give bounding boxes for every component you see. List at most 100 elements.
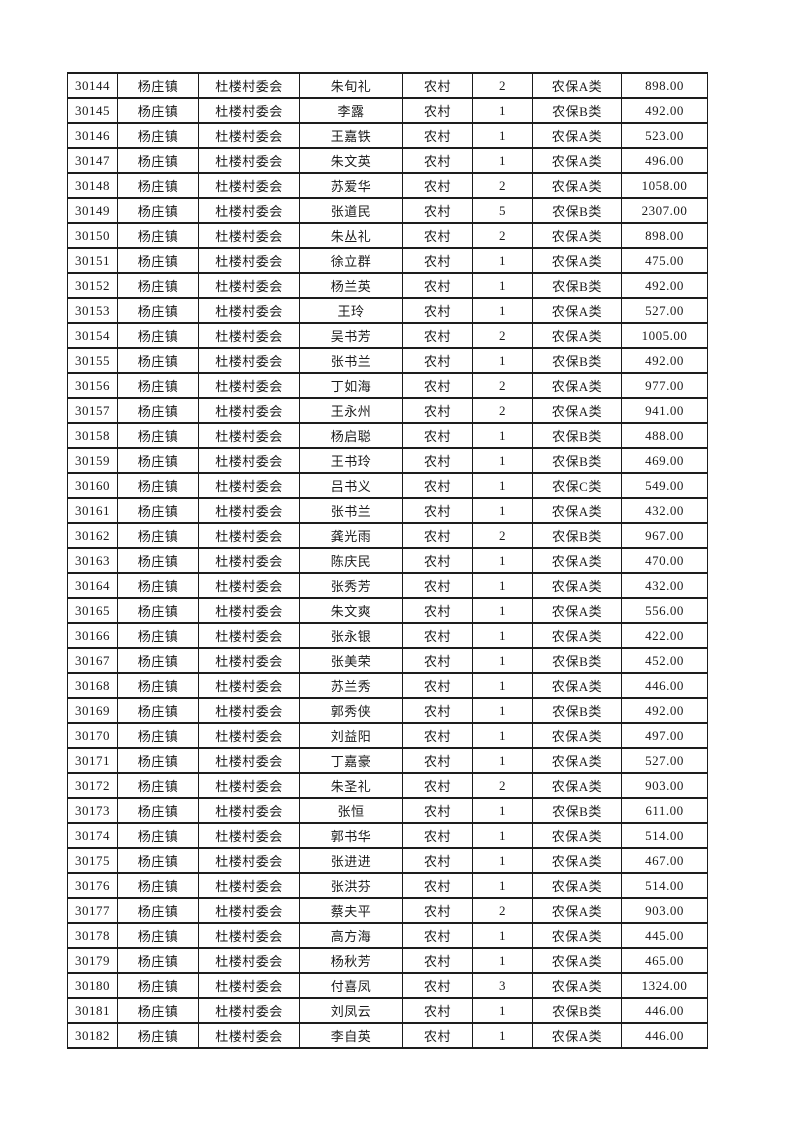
cell-village-committee: 杜楼村委会 <box>198 572 300 599</box>
cell-amount: 514.00 <box>621 822 708 849</box>
cell-insurance-category: 农保A类 <box>532 572 622 599</box>
cell-person-count: 1 <box>472 822 533 849</box>
cell-amount: 497.00 <box>621 722 708 749</box>
cell-serial-number: 30175 <box>67 847 118 874</box>
cell-person-name: 王书玲 <box>299 447 403 474</box>
cell-village-committee: 杜楼村委会 <box>198 472 300 499</box>
cell-person-name: 杨兰英 <box>299 272 403 299</box>
cell-insurance-category: 农保A类 <box>532 122 622 149</box>
table-row: 30158 杨庄镇 杜楼村委会 杨启聪 农村 1 农保B类 488.00 <box>67 422 708 449</box>
cell-town: 杨庄镇 <box>117 472 199 499</box>
cell-serial-number: 30165 <box>67 597 118 624</box>
cell-person-count: 1 <box>472 272 533 299</box>
cell-person-name: 王嘉铁 <box>299 122 403 149</box>
cell-serial-number: 30160 <box>67 472 118 499</box>
cell-person-name: 杨秋芳 <box>299 947 403 974</box>
cell-insurance-category: 农保A类 <box>532 847 622 874</box>
cell-village-committee: 杜楼村委会 <box>198 447 300 474</box>
cell-person-name: 李自英 <box>299 1022 403 1049</box>
cell-residence-type: 农村 <box>402 697 473 724</box>
cell-amount: 446.00 <box>621 672 708 699</box>
cell-person-count: 2 <box>472 772 533 799</box>
table-row: 30157 杨庄镇 杜楼村委会 王永州 农村 2 农保A类 941.00 <box>67 397 708 424</box>
cell-village-committee: 杜楼村委会 <box>198 922 300 949</box>
cell-town: 杨庄镇 <box>117 397 199 424</box>
cell-village-committee: 杜楼村委会 <box>198 497 300 524</box>
cell-village-committee: 杜楼村委会 <box>198 147 300 174</box>
cell-serial-number: 30159 <box>67 447 118 474</box>
cell-person-count: 1 <box>472 922 533 949</box>
cell-serial-number: 30155 <box>67 347 118 374</box>
cell-amount: 556.00 <box>621 597 708 624</box>
cell-town: 杨庄镇 <box>117 147 199 174</box>
payment-roster-table: 30144 杨庄镇 杜楼村委会 朱旬礼 农村 2 农保A类 898.00 30145 杨庄镇 杜楼村… <box>67 72 708 1049</box>
cell-village-committee: 杜楼村委会 <box>198 347 300 374</box>
cell-person-count: 1 <box>472 672 533 699</box>
cell-person-count: 1 <box>472 572 533 599</box>
cell-town: 杨庄镇 <box>117 72 199 99</box>
cell-person-name: 朱文英 <box>299 147 403 174</box>
cell-town: 杨庄镇 <box>117 272 199 299</box>
cell-person-name: 朱丛礼 <box>299 222 403 249</box>
cell-person-name: 朱圣礼 <box>299 772 403 799</box>
cell-person-count: 1 <box>472 947 533 974</box>
cell-residence-type: 农村 <box>402 972 473 999</box>
cell-village-committee: 杜楼村委会 <box>198 197 300 224</box>
cell-town: 杨庄镇 <box>117 922 199 949</box>
cell-town: 杨庄镇 <box>117 347 199 374</box>
cell-village-committee: 杜楼村委会 <box>198 222 300 249</box>
cell-village-committee: 杜楼村委会 <box>198 872 300 899</box>
cell-person-count: 1 <box>472 997 533 1024</box>
table-row: 30182 杨庄镇 杜楼村委会 李自英 农村 1 农保A类 446.00 <box>67 1022 708 1049</box>
cell-person-name: 张永银 <box>299 622 403 649</box>
cell-person-count: 1 <box>472 747 533 774</box>
table-row: 30180 杨庄镇 杜楼村委会 付喜凤 农村 3 农保A类 1324.00 <box>67 972 708 999</box>
cell-residence-type: 农村 <box>402 272 473 299</box>
cell-serial-number: 30164 <box>67 572 118 599</box>
cell-person-count: 2 <box>472 522 533 549</box>
table-row: 30178 杨庄镇 杜楼村委会 高方海 农村 1 农保A类 445.00 <box>67 922 708 949</box>
cell-person-count: 1 <box>472 97 533 124</box>
cell-person-name: 高方海 <box>299 922 403 949</box>
cell-village-committee: 杜楼村委会 <box>198 947 300 974</box>
cell-person-count: 1 <box>472 647 533 674</box>
table-row: 30155 杨庄镇 杜楼村委会 张书兰 农村 1 农保B类 492.00 <box>67 347 708 374</box>
cell-insurance-category: 农保A类 <box>532 372 622 399</box>
cell-town: 杨庄镇 <box>117 222 199 249</box>
table-row: 30150 杨庄镇 杜楼村委会 朱丛礼 农村 2 农保A类 898.00 <box>67 222 708 249</box>
cell-person-name: 郭书华 <box>299 822 403 849</box>
cell-person-count: 1 <box>472 1022 533 1049</box>
cell-serial-number: 30157 <box>67 397 118 424</box>
cell-amount: 469.00 <box>621 447 708 474</box>
cell-amount: 903.00 <box>621 772 708 799</box>
cell-amount: 1324.00 <box>621 972 708 999</box>
cell-village-committee: 杜楼村委会 <box>198 1022 300 1049</box>
cell-person-count: 1 <box>472 622 533 649</box>
cell-residence-type: 农村 <box>402 797 473 824</box>
cell-village-committee: 杜楼村委会 <box>198 772 300 799</box>
cell-person-name: 张书兰 <box>299 497 403 524</box>
cell-residence-type: 农村 <box>402 547 473 574</box>
cell-insurance-category: 农保A类 <box>532 897 622 924</box>
cell-village-committee: 杜楼村委会 <box>198 972 300 999</box>
cell-amount: 475.00 <box>621 247 708 274</box>
cell-person-name: 龚光雨 <box>299 522 403 549</box>
cell-residence-type: 农村 <box>402 722 473 749</box>
cell-amount: 527.00 <box>621 747 708 774</box>
cell-amount: 422.00 <box>621 622 708 649</box>
cell-serial-number: 30163 <box>67 547 118 574</box>
table-row: 30152 杨庄镇 杜楼村委会 杨兰英 农村 1 农保B类 492.00 <box>67 272 708 299</box>
cell-person-count: 2 <box>472 222 533 249</box>
cell-person-name: 苏爱华 <box>299 172 403 199</box>
cell-person-name: 吴书芳 <box>299 322 403 349</box>
cell-insurance-category: 农保B类 <box>532 797 622 824</box>
cell-insurance-category: 农保A类 <box>532 747 622 774</box>
cell-serial-number: 30166 <box>67 622 118 649</box>
cell-person-count: 1 <box>472 847 533 874</box>
cell-person-count: 1 <box>472 147 533 174</box>
cell-serial-number: 30179 <box>67 947 118 974</box>
cell-serial-number: 30168 <box>67 672 118 699</box>
cell-residence-type: 农村 <box>402 497 473 524</box>
cell-serial-number: 30162 <box>67 522 118 549</box>
